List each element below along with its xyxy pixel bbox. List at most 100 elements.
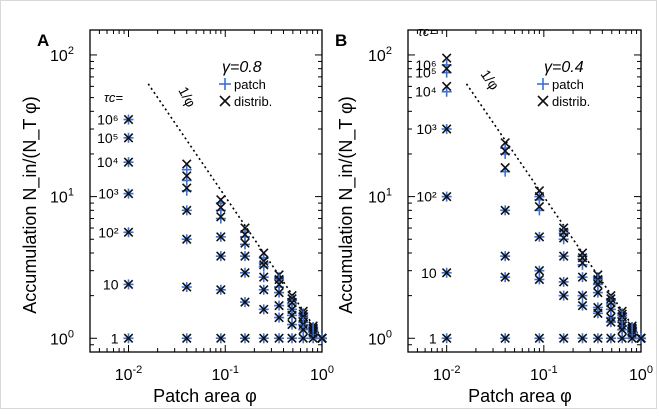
panel-b-point-distrib-tau-1 — [500, 333, 510, 344]
panel-b-point-distrib-tau-10 — [534, 274, 545, 285]
panel-a-point-distrib-tau-105 — [181, 171, 192, 181]
panel-a-point-distrib-tau-103 — [123, 188, 134, 199]
panel-a-point-distrib-tau-10 — [123, 279, 134, 290]
panel-a-point-distrib-tau-102 — [240, 268, 250, 278]
panel-a-ylabel: Accumulation N_in/(N_T φ) — [20, 96, 41, 313]
panel-a-point-distrib-tau-105 — [287, 294, 297, 304]
panel-a-point-distrib-tau-103 — [240, 251, 250, 261]
panel-b-y-tick-label: 101 — [368, 187, 392, 207]
panel-a-point-distrib-tau-10 — [181, 282, 192, 292]
panel-a-point-distrib-tau-10 — [274, 312, 284, 323]
panel-b-point-distrib-tau-1 — [617, 333, 627, 344]
panel-b-point-distrib-tau-1 — [627, 333, 637, 344]
panel-b-point-distrib-tau-104 — [593, 279, 603, 290]
panel-b-point-distrib-tau-102 — [500, 251, 510, 261]
panel-b-legend-distrib: distrib. — [552, 94, 590, 109]
panel-b-point-distrib-tau-102 — [558, 277, 569, 287]
panel-b-point-distrib-tau-105 — [534, 191, 545, 202]
panel-a-tau-label-1: 1 — [111, 330, 119, 346]
panel-b-point-distrib-tau-1 — [593, 333, 603, 344]
panel-a-point-distrib-tau-106 — [123, 114, 134, 125]
panel-b-point-distrib-tau-1 — [558, 333, 569, 344]
panel-a-point-distrib-tau-1 — [287, 333, 297, 344]
panel-a-legend-distrib: distrib. — [234, 94, 272, 109]
panel-a-point-distrib-tau-104 — [258, 260, 269, 270]
panel-a-point-distrib-tau-102 — [258, 284, 269, 295]
panel-b-point-distrib-tau-103 — [534, 232, 545, 242]
panel-a-legend-patch: patch — [234, 77, 266, 92]
panel-a-point-distrib-tau-104 — [274, 279, 284, 290]
panel-a-point-distrib-tau-103 — [274, 287, 284, 298]
panel-b-point-distrib-tau-103 — [500, 205, 510, 216]
panel-b-point-distrib-tau-1 — [534, 333, 545, 344]
panel-a-point-distrib-tau-105 — [216, 202, 226, 213]
panel-a: A γ=0.8 τc= 1/φ Patch area φ Accumulatio… — [20, 31, 272, 406]
panel-b-gamma-label: γ=0.4 — [544, 59, 584, 76]
panel-b-legend-distrib-marker — [537, 95, 549, 107]
panel-b-point-distrib-tau-104 — [441, 81, 452, 92]
panel-b-point-distrib-tau-1 — [577, 333, 588, 344]
panel-a-point-distrib-tau-1 — [240, 333, 250, 344]
panel-b-point-distrib-tau-10 — [577, 300, 588, 311]
panel-b-point-distrib-tau-10 — [558, 290, 569, 301]
panel-a-point-distrib-tau-10 — [258, 304, 269, 315]
panel-b-point-distrib-tau-104 — [558, 233, 569, 243]
panel-b-tau-label-10: 10 — [421, 265, 437, 281]
panel-a-y-tick-label: 102 — [50, 45, 74, 65]
panel-b-point-distrib-tau-106 — [558, 223, 569, 233]
panel-b-point-distrib-tau-105 — [441, 63, 452, 74]
panel-a-y-tick-label: 100 — [50, 328, 74, 348]
panel-a-point-distrib-tau-102 — [216, 251, 226, 261]
panel-b-point-distrib-tau-104 — [500, 162, 510, 173]
panel-a-tau-label-105: 10⁵ — [97, 130, 118, 146]
panel-a-point-distrib-tau-104 — [216, 212, 226, 222]
panel-b-y-tick-label: 102 — [368, 45, 392, 65]
panel-a-point-distrib-tau-106 — [216, 194, 226, 205]
panel-b-point-distrib-tau-103 — [441, 124, 452, 134]
panel-a-tau-label-10: 10 — [103, 276, 119, 292]
panel-a-point-distrib-tau-104 — [181, 183, 192, 193]
panel-a-point-distrib-tau-106 — [181, 159, 192, 169]
panel-a-point-distrib-tau-1 — [274, 333, 284, 344]
panel-b-point-distrib-tau-1 — [606, 333, 616, 344]
panel-a-tau-label-104: 10⁴ — [97, 154, 119, 170]
panel-b-point-distrib-tau-103 — [606, 304, 616, 315]
panel-b-y-tick-label: 100 — [368, 328, 392, 348]
panel-a-point-distrib-tau-102 — [181, 234, 192, 245]
panel-b-tau-label-102: 10² — [416, 189, 437, 205]
panel-b-point-distrib-tau-1 — [441, 333, 452, 344]
panel-b-point-distrib-tau-102 — [534, 265, 545, 276]
panel-b-x-tick-label: 10-1 — [530, 364, 558, 384]
panel-a-point-distrib-tau-1 — [308, 333, 318, 344]
panel-a-point-distrib-tau-104 — [123, 157, 134, 167]
panel-b-point-distrib-tau-104 — [534, 201, 545, 212]
panel-a-legend-distrib-marker — [219, 95, 231, 107]
panel-a-letter: A — [37, 31, 49, 50]
panel-b-tau-label-1: 1 — [429, 330, 437, 346]
panel-a-tau-label-103: 10³ — [98, 186, 119, 202]
panel-a-point-distrib-tau-105 — [123, 133, 134, 143]
panel-a-point-distrib-tau-10 — [240, 297, 250, 307]
panel-b-point-distrib-tau-102 — [577, 290, 588, 301]
panel-a-point-distrib-tau-1 — [123, 333, 134, 344]
panel-a-point-distrib-tau-1 — [317, 333, 327, 344]
panel-a-gamma-label: γ=0.8 — [222, 59, 262, 76]
panel-b-legend-patch: patch — [552, 77, 584, 92]
panel-a-tau-label-102: 10² — [98, 224, 119, 240]
panel-b-point-distrib-tau-10 — [441, 268, 452, 278]
panel-b-point-distrib-tau-103 — [593, 287, 603, 298]
panel-a-point-distrib-tau-103 — [181, 205, 192, 216]
panel-b-point-distrib-tau-106 — [500, 137, 510, 148]
panel-a-point-distrib-tau-103 — [258, 272, 269, 282]
panel-b-point-distrib-tau-10 — [593, 308, 603, 319]
panel-b-point-distrib-tau-1 — [636, 333, 646, 344]
panel-b-point-distrib-tau-10 — [617, 324, 627, 335]
panel-b-tau-label: τc= — [418, 24, 437, 39]
panel-b: B γ=0.4 τc= 1/φ Patch area φ Accumulatio… — [335, 24, 590, 406]
panel-b-tau-label-106: 10⁶ — [415, 57, 436, 73]
panel-a-point-distrib-tau-10 — [216, 284, 226, 295]
panel-a-point-distrib-tau-1 — [298, 333, 309, 344]
panel-a-point-distrib-tau-103 — [216, 232, 226, 242]
panel-b-point-distrib-tau-105 — [606, 294, 616, 304]
